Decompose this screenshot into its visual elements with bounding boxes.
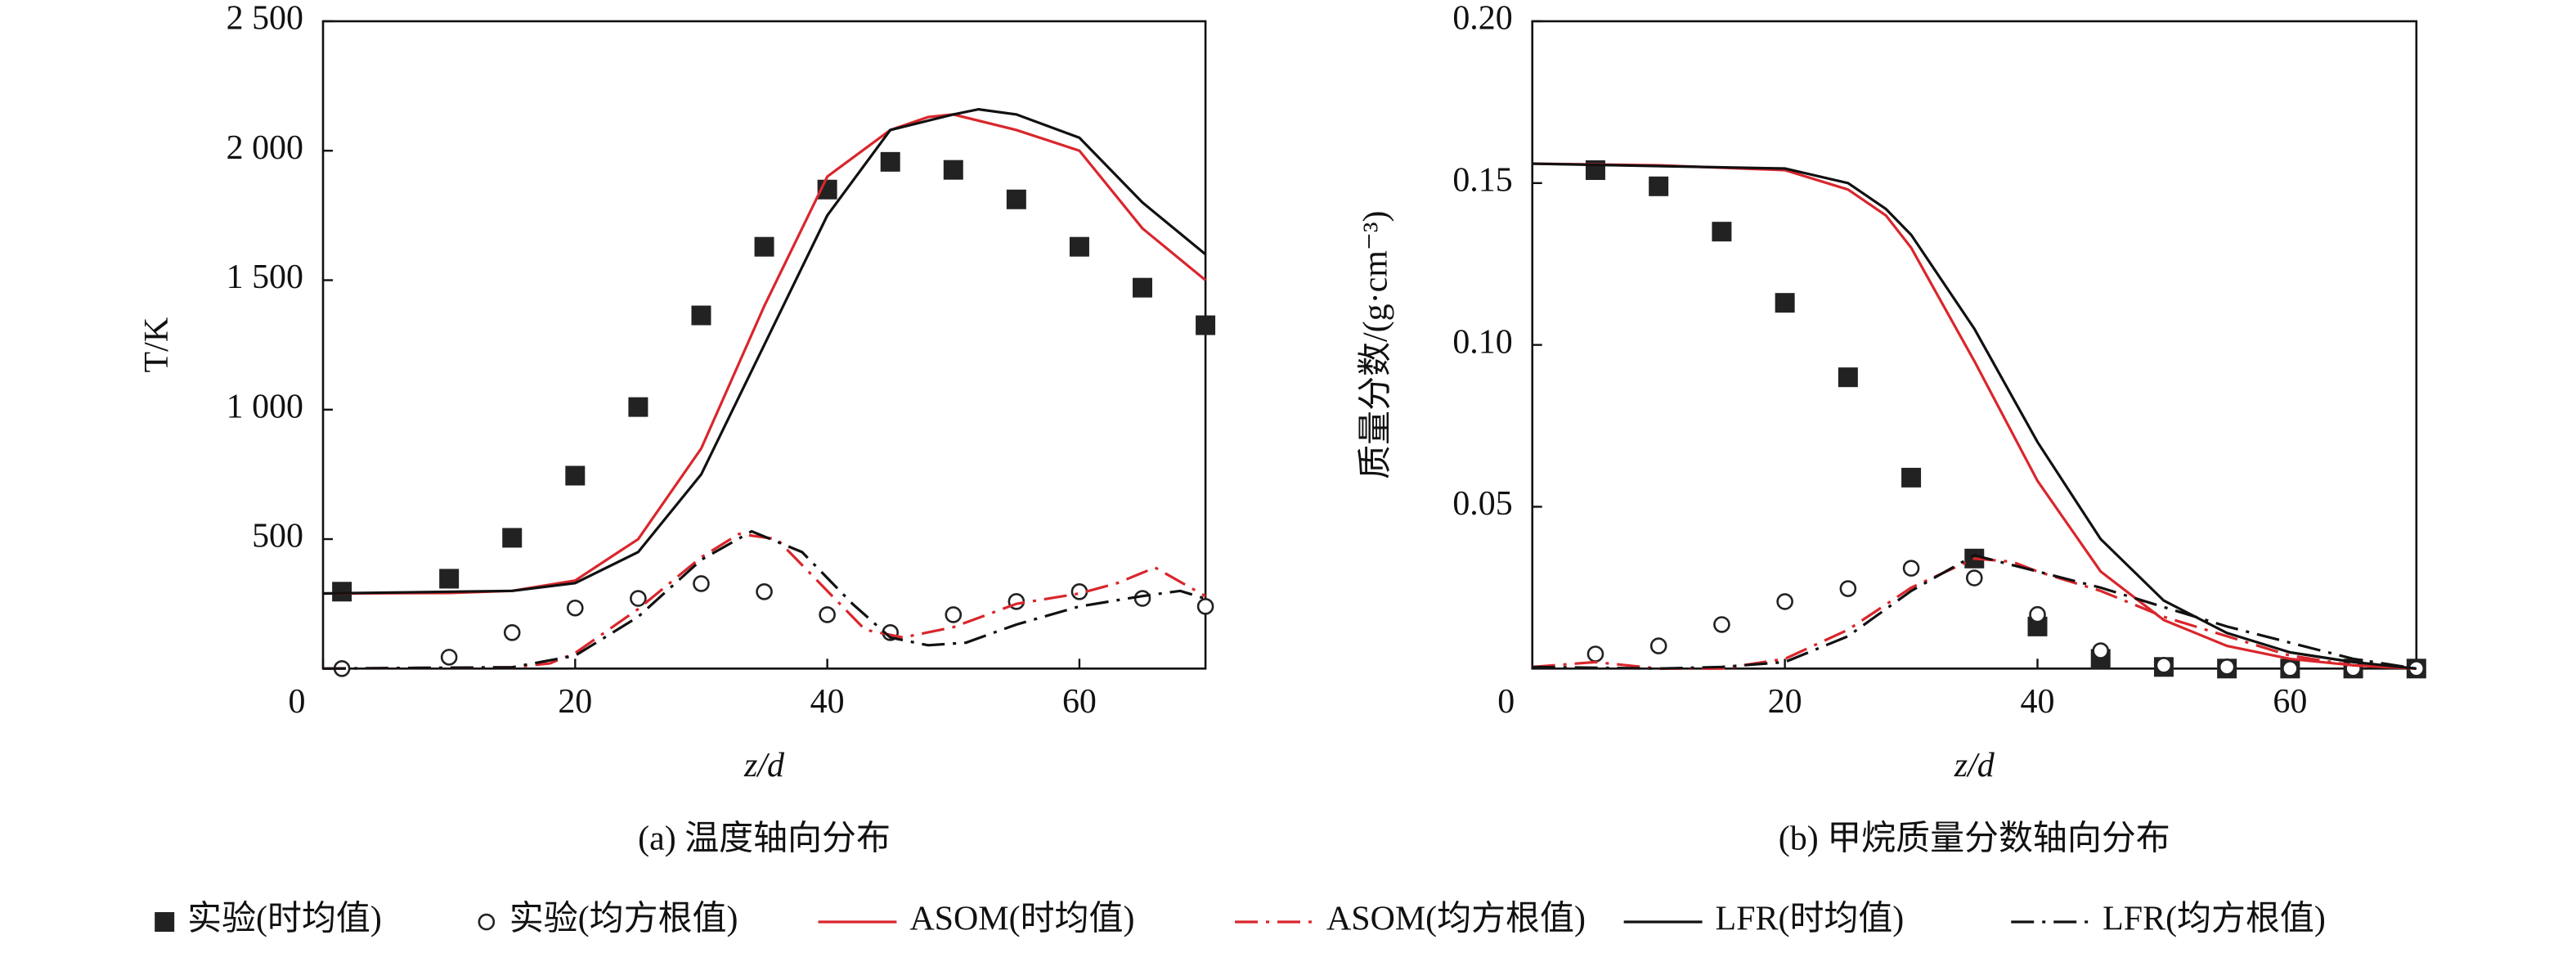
- legend-label: LFR(时均值): [1716, 901, 1905, 938]
- square-marker: [1838, 367, 1858, 388]
- x-axis-label: z/d: [743, 747, 785, 784]
- circle-marker: [2282, 660, 2299, 677]
- circle-marker: [2218, 659, 2236, 676]
- circle-marker: [1070, 582, 1088, 600]
- circle-marker: [567, 599, 584, 617]
- legend-swatch: [155, 912, 175, 933]
- y-tick-label: 1 500: [227, 258, 303, 296]
- circle-marker: [1133, 590, 1151, 607]
- circle-marker: [756, 582, 773, 600]
- square-marker: [1775, 293, 1795, 313]
- x-tick-label: 0: [1497, 683, 1515, 721]
- square-marker: [628, 397, 648, 417]
- series-line: [323, 533, 1206, 670]
- y-axis-label: 质量分数/(g·cm⁻³): [1358, 210, 1395, 479]
- circle-marker: [1196, 598, 1214, 615]
- square-marker: [439, 569, 460, 589]
- series-line: [1532, 557, 2417, 670]
- circle-marker: [945, 606, 963, 623]
- square-marker: [754, 236, 774, 257]
- y-tick-label: 0.05: [1452, 485, 1512, 523]
- legend-label: LFR(均方根值): [2103, 901, 2326, 938]
- circle-marker: [819, 606, 836, 623]
- circle-marker: [1713, 616, 1730, 633]
- x-tick-label: 60: [1062, 683, 1097, 721]
- series-line: [323, 113, 1207, 596]
- circle-marker: [693, 575, 710, 592]
- square-marker: [943, 160, 963, 180]
- y-axis-label: T/K: [138, 317, 176, 373]
- series-line: [1532, 162, 2417, 670]
- series-line: [322, 107, 1207, 596]
- square-marker: [1901, 467, 1922, 488]
- legend-label: 实验(均方根值): [509, 900, 738, 938]
- x-tick-label: 20: [1768, 683, 1802, 721]
- circle-marker: [2155, 657, 2173, 674]
- circle-marker: [1776, 593, 1793, 610]
- circle-marker: [2029, 605, 2046, 623]
- legend-label: ASOM(时均值): [909, 901, 1134, 938]
- square-marker: [880, 151, 900, 172]
- legend-label: 实验(时均值): [187, 900, 382, 938]
- circle-marker: [440, 649, 458, 666]
- legend-swatch: [478, 913, 496, 931]
- square-marker: [332, 582, 352, 602]
- square-marker: [1649, 176, 1669, 196]
- y-tick-label: 0.20: [1452, 0, 1512, 38]
- square-marker: [2027, 616, 2048, 636]
- y-tick-label: 500: [252, 518, 303, 555]
- x-axis-label: z/d: [1954, 747, 1995, 784]
- square-marker: [1712, 222, 1732, 242]
- y-tick-label: 0.15: [1452, 161, 1512, 199]
- square-marker: [691, 305, 711, 326]
- circle-marker: [1965, 569, 1983, 587]
- caption: (a) 温度轴向分布: [638, 820, 891, 858]
- legend: 实验(时均值) 实验(均方根值) ASOM(时均值) ASOM(均方根值) LFR(时均…: [155, 900, 2326, 938]
- caption: (b) 甲烷质量分数轴向分布: [1779, 820, 2170, 858]
- circle-marker: [1902, 560, 1920, 577]
- x-tick-label: 40: [810, 683, 845, 721]
- circle-marker: [1649, 637, 1667, 654]
- series-line: [1532, 162, 2417, 670]
- square-marker: [1133, 277, 1152, 298]
- y-tick-label: 1 000: [227, 388, 303, 425]
- square-marker: [1069, 236, 1089, 257]
- x-tick-label: 40: [2021, 683, 2055, 721]
- circle-marker: [503, 624, 521, 641]
- x-tick-label: 60: [2273, 683, 2307, 721]
- circle-marker: [2092, 642, 2110, 659]
- y-tick-label: 2 000: [227, 129, 303, 167]
- square-marker: [502, 528, 523, 548]
- plot-frame: [321, 20, 1207, 670]
- x-tick-label: 0: [289, 683, 306, 721]
- square-marker: [1196, 315, 1216, 335]
- y-tick-label: 0.10: [1452, 323, 1512, 361]
- square-marker: [1006, 189, 1026, 209]
- circle-marker: [1839, 580, 1857, 597]
- circle-marker: [1586, 645, 1604, 663]
- y-tick-label: 2 500: [227, 0, 303, 38]
- x-tick-label: 20: [558, 683, 592, 721]
- circle-marker: [630, 590, 647, 607]
- square-marker: [565, 465, 586, 486]
- legend-label: ASOM(均方根值): [1326, 901, 1586, 938]
